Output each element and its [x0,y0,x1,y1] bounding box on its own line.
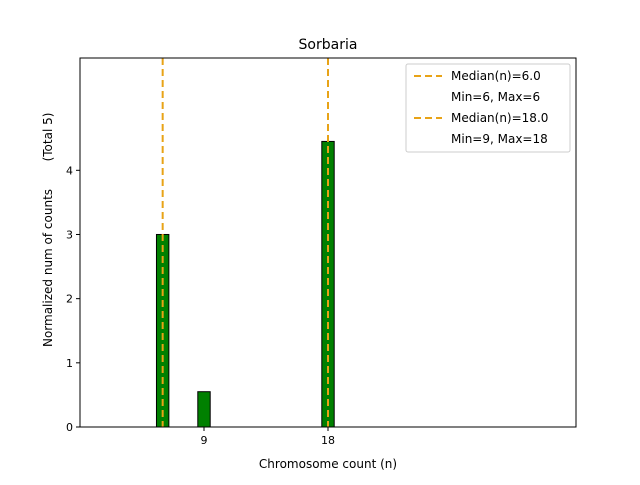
legend-box [405,63,571,153]
plot-area [80,58,335,428]
legend-median-label-1: Median(n)=6.0 [451,69,541,83]
legend: Median(n)=6.0 Min=6, Max=6 Median(n)=18.… [405,63,571,153]
y-tick-label-3: 3 [66,228,73,241]
x-tick-label-9: 9 [201,434,208,447]
bar-1 [155,233,170,428]
bar-2 [197,391,211,428]
chart-title: Sorbaria [299,37,358,53]
x-axis-ticks: 9 18 [201,427,335,447]
y-axis-total-label: (Total 5) [41,113,55,162]
y-tick-label-2: 2 [66,293,73,306]
y-tick-label-4: 4 [66,164,73,177]
x-axis-label: Chromosome count (n) [259,457,397,471]
x-tick-label-18: 18 [321,434,335,447]
y-tick-label-1: 1 [66,357,73,370]
y-axis-label: Normalized num of counts [41,189,55,347]
legend-median-label-2: Median(n)=18.0 [451,111,548,125]
legend-range-label-2: Min=9, Max=18 [451,132,548,146]
y-tick-label-0: 0 [66,421,73,434]
y-axis-ticks: 0 1 2 3 4 [66,164,80,434]
legend-range-label-1: Min=6, Max=6 [451,90,540,104]
